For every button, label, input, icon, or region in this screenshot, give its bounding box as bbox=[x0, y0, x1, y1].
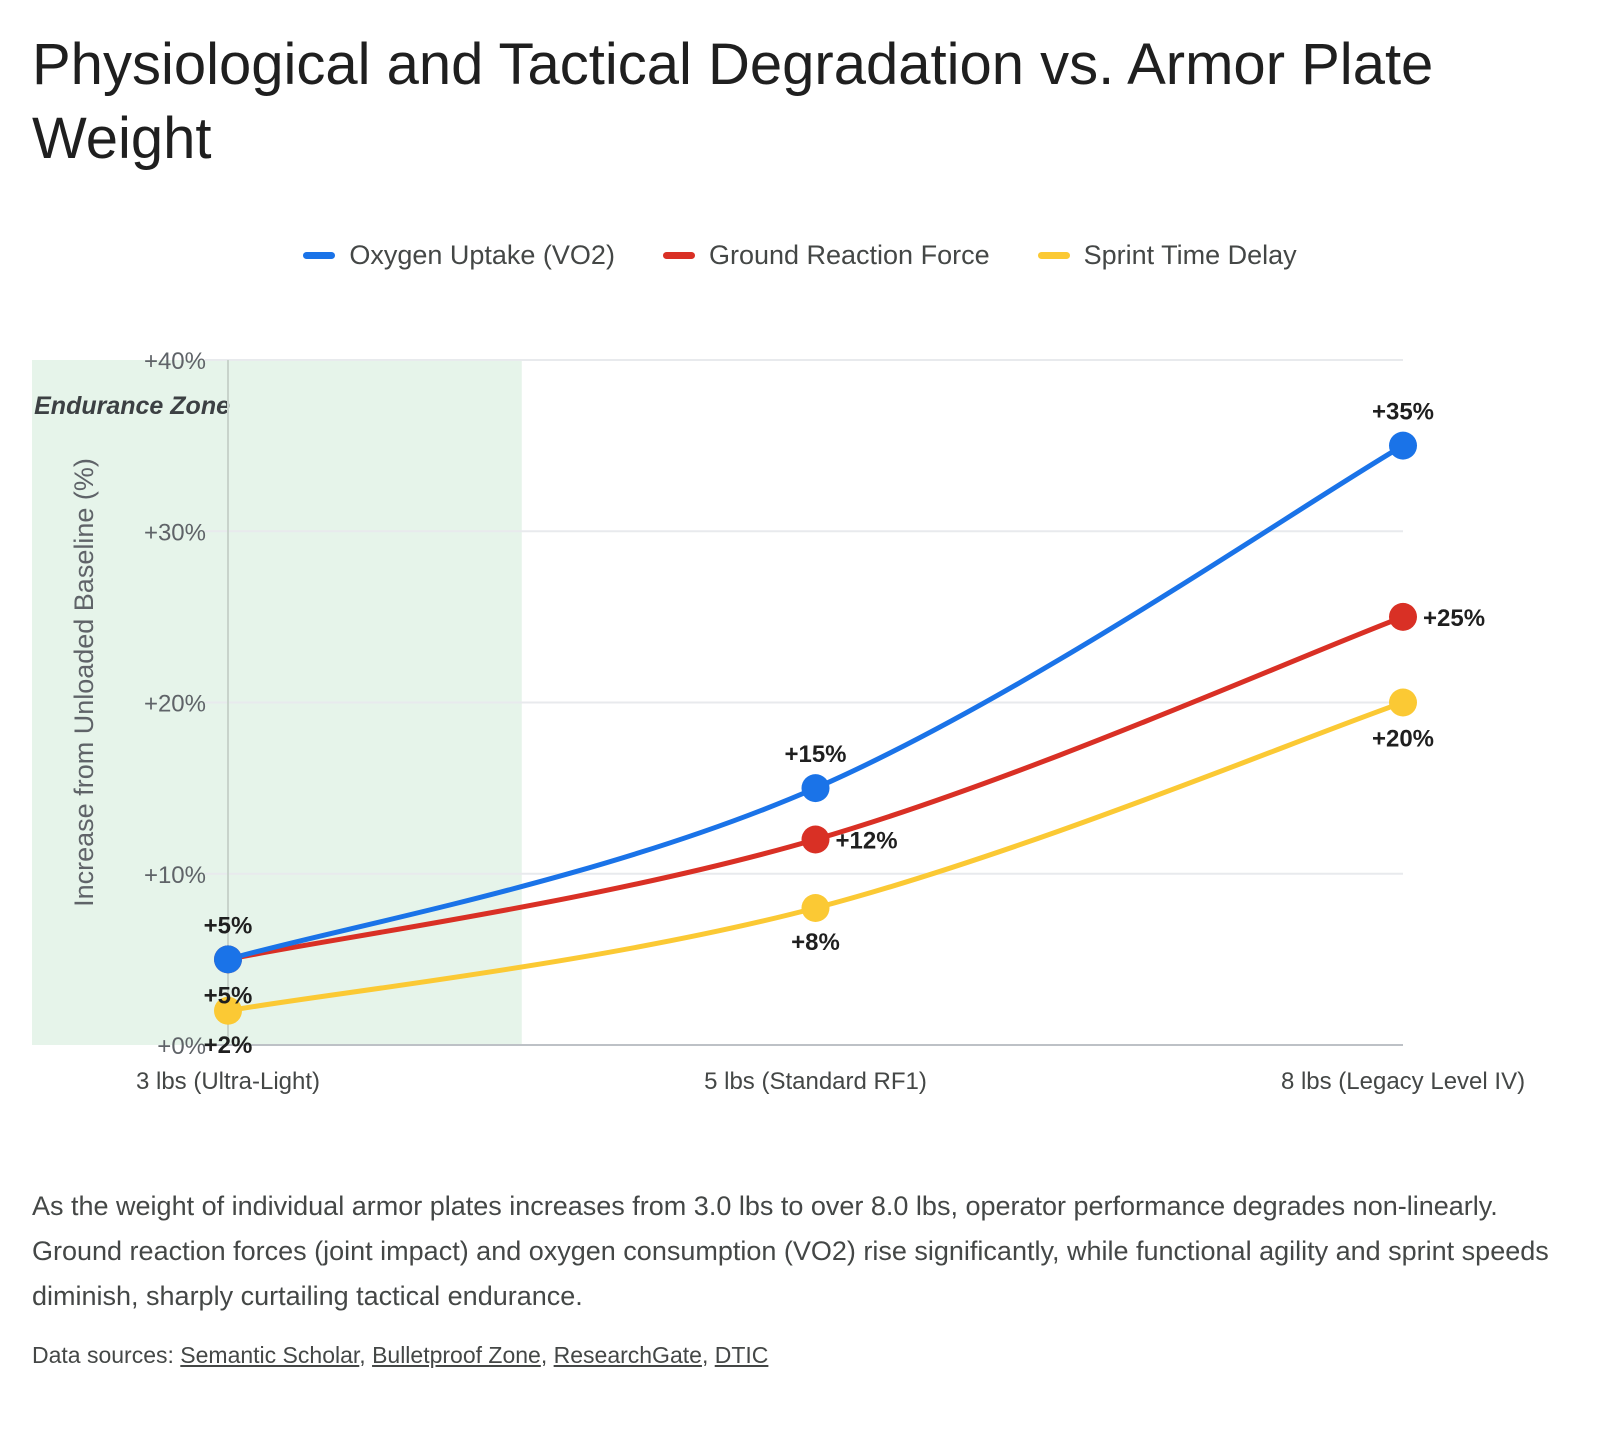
legend-label-grf: Ground Reaction Force bbox=[708, 240, 990, 270]
data-label-2-2: +20% bbox=[1372, 726, 1434, 753]
data-sources: Data sources: Semantic Scholar, Bulletpr… bbox=[32, 1342, 769, 1368]
legend-swatch-vo2 bbox=[303, 252, 336, 259]
data-label-2-0: +2% bbox=[204, 1032, 253, 1059]
y-tick-label: +30% bbox=[144, 519, 206, 546]
y-axis-title: Increase from Unloaded Baseline (%) bbox=[69, 458, 99, 907]
y-tick-label: +0% bbox=[157, 1033, 206, 1060]
data-label-0-1: +15% bbox=[784, 741, 846, 768]
y-tick-label: +20% bbox=[144, 691, 206, 718]
source-link-dtic[interactable]: DTIC bbox=[714, 1342, 769, 1368]
sources-label: Data sources: bbox=[32, 1342, 174, 1368]
data-point-2-1[interactable] bbox=[801, 894, 830, 922]
data-point-0-0[interactable] bbox=[214, 945, 242, 974]
data-label-2-1: +8% bbox=[791, 929, 840, 956]
data-label-0-0: +5% bbox=[204, 912, 253, 939]
source-link-researchgate[interactable]: ResearchGate bbox=[553, 1342, 702, 1368]
legend-swatch-grf bbox=[662, 252, 695, 259]
data-point-2-2[interactable] bbox=[1389, 688, 1417, 717]
legend-item-grf[interactable]: Ground Reaction Force bbox=[662, 240, 990, 271]
data-point-0-2[interactable] bbox=[1389, 431, 1417, 460]
legend-item-vo2[interactable]: Oxygen Uptake (VO2) bbox=[303, 240, 615, 271]
y-tick-label: +10% bbox=[144, 862, 206, 889]
source-link-bulletproof-zone[interactable]: Bulletproof Zone bbox=[372, 1342, 541, 1368]
data-point-0-1[interactable] bbox=[801, 774, 830, 803]
x-tick-label: 5 lbs (Standard RF1) bbox=[704, 1068, 927, 1095]
chart-title: Physiological and Tactical Degradation v… bbox=[32, 32, 1434, 171]
source-link-semantic-scholar[interactable]: Semantic Scholar bbox=[180, 1342, 360, 1368]
zone-label: Optimal Endurance Zone bbox=[0, 392, 230, 420]
legend: Oxygen Uptake (VO2) Ground Reaction Forc… bbox=[0, 240, 1600, 271]
y-tick-label: +40% bbox=[144, 348, 206, 375]
data-label-1-0: +5% bbox=[204, 982, 253, 1009]
data-point-1-1[interactable] bbox=[801, 825, 830, 854]
chart-description: As the weight of individual armor plates… bbox=[32, 1191, 1549, 1311]
data-label-1-1: +12% bbox=[836, 828, 898, 855]
legend-swatch-sprint bbox=[1037, 252, 1070, 259]
legend-label-sprint: Sprint Time Delay bbox=[1083, 240, 1297, 270]
data-point-1-2[interactable] bbox=[1389, 602, 1417, 631]
data-label-1-2: +25% bbox=[1423, 605, 1485, 632]
line-chart: Optimal Endurance Zone +0% +10% +20% +30% +4… bbox=[0, 348, 1525, 1095]
data-label-0-2: +35% bbox=[1372, 399, 1434, 426]
data-point-2-0[interactable] bbox=[214, 996, 242, 1025]
legend-item-sprint[interactable]: Sprint Time Delay bbox=[1037, 240, 1297, 271]
legend-label-vo2: Oxygen Uptake (VO2) bbox=[349, 240, 615, 270]
x-tick-label: 3 lbs (Ultra-Light) bbox=[136, 1068, 320, 1095]
x-tick-label: 8 lbs (Legacy Level IV) bbox=[1281, 1068, 1525, 1095]
